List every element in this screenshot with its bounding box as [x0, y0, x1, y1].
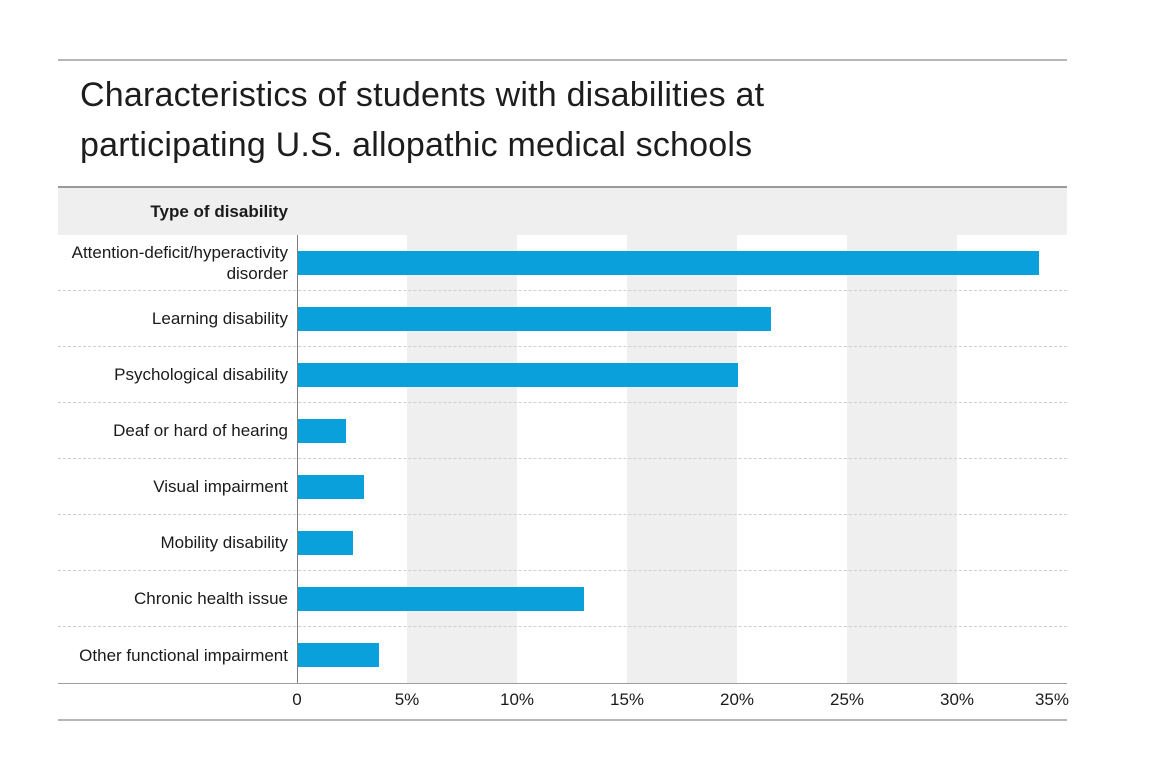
chart-row: Learning disability	[58, 291, 1067, 347]
category-label: Learning disability	[151, 309, 288, 328]
background-stripe	[847, 235, 957, 683]
x-axis-line	[58, 683, 1067, 684]
chart-row: Chronic health issue	[58, 571, 1067, 627]
category-label: Mobility disability	[160, 533, 288, 552]
chart-row: Mobility disability	[58, 515, 1067, 571]
x-axis-tick: 10%	[499, 690, 535, 709]
chart-title-line-2: participating U.S. allopathic medical sc…	[80, 126, 753, 164]
data-bar	[298, 531, 353, 555]
bottom-divider	[58, 719, 1067, 721]
x-axis-tick: 20%	[719, 690, 755, 709]
category-label: Visual impairment	[153, 477, 288, 496]
x-axis-tick: 30%	[939, 690, 975, 709]
category-label: Chronic health issue	[133, 589, 288, 608]
chart-row: Visual impairment	[58, 459, 1067, 515]
chart-row: Psychological disability	[58, 347, 1067, 403]
column-header-band: Type of disability	[58, 188, 1067, 235]
x-axis-tick: 5%	[394, 690, 420, 709]
x-axis-tick-labels: 0 5% 10% 15% 20% 25% 30% 35%	[58, 690, 1069, 714]
chart-title: Characteristics of students with disabil…	[80, 70, 1060, 170]
data-bar	[298, 363, 738, 387]
x-axis-tick: 0	[292, 690, 302, 709]
category-label: Attention-deficit/hyperactivity disorder	[71, 242, 288, 283]
data-bar	[298, 475, 364, 499]
data-bar	[298, 643, 380, 667]
y-axis-baseline	[297, 235, 298, 683]
chart-title-line-1: Characteristics of students with disabil…	[80, 76, 765, 114]
category-label: Deaf or hard of hearing	[113, 421, 288, 440]
x-axis-tick: 15%	[609, 690, 645, 709]
data-bar	[298, 419, 347, 443]
top-divider	[58, 59, 1067, 61]
chart-row: Other functional impairment	[58, 627, 1067, 683]
chart-row: Attention-deficit/hyperactivity disorder	[58, 235, 1067, 291]
x-axis-tick: 25%	[829, 690, 865, 709]
data-bar	[298, 307, 771, 331]
header-divider	[58, 186, 1067, 188]
column-header-label: Type of disability	[150, 201, 288, 221]
x-axis-tick: 35%	[1034, 690, 1069, 709]
chart-row: Deaf or hard of hearing	[58, 403, 1067, 459]
data-bar	[298, 251, 1040, 275]
data-bar	[298, 587, 584, 611]
chart-plot-area: Attention-deficit/hyperactivity disorder…	[58, 235, 1067, 683]
category-label: Psychological disability	[114, 365, 288, 384]
category-label: Other functional impairment	[79, 645, 288, 665]
